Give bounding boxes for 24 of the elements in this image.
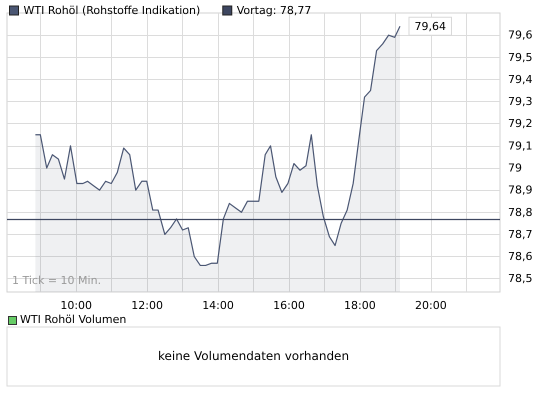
y-tick-label: 78,6 <box>508 250 532 264</box>
y-tick-label: 79,3 <box>508 95 532 108</box>
y-tick-label: 78,5 <box>508 272 532 286</box>
y-tick-label: 79,6 <box>508 28 532 42</box>
y-tick-label: 79 <box>508 162 522 174</box>
annotation: 1 Tick = 10 Min. <box>12 274 102 287</box>
y-tick-label: 79,4 <box>508 72 532 86</box>
x-tick-label: 20:00 <box>414 299 447 312</box>
text: keine Volumendaten vorhanden <box>158 349 350 363</box>
legend-label: WTI Rohöl (Rohstoffe Indikation) <box>24 4 200 17</box>
x-tick-label: 14:00 <box>202 299 234 312</box>
y-tick-label: 78,8 <box>508 206 532 219</box>
legend-label: Vortag: 78,77 <box>236 4 312 17</box>
y-tick-label: 78,7 <box>508 228 532 241</box>
y-tick-label: 79,2 <box>508 117 532 130</box>
y-tick-label: 79,5 <box>508 50 532 64</box>
y-tick-label: 79,1 <box>508 139 532 152</box>
x-tick-label: 10:00 <box>60 299 92 312</box>
y-tick-label: 78,9 <box>508 184 532 197</box>
annotation: 79,64 <box>414 20 446 33</box>
x-tick-label: 16:00 <box>273 299 305 312</box>
text: WTI Rohöl Volumen <box>20 313 126 326</box>
x-tick-label: 18:00 <box>344 299 376 312</box>
x-tick-label: 12:00 <box>131 299 163 312</box>
